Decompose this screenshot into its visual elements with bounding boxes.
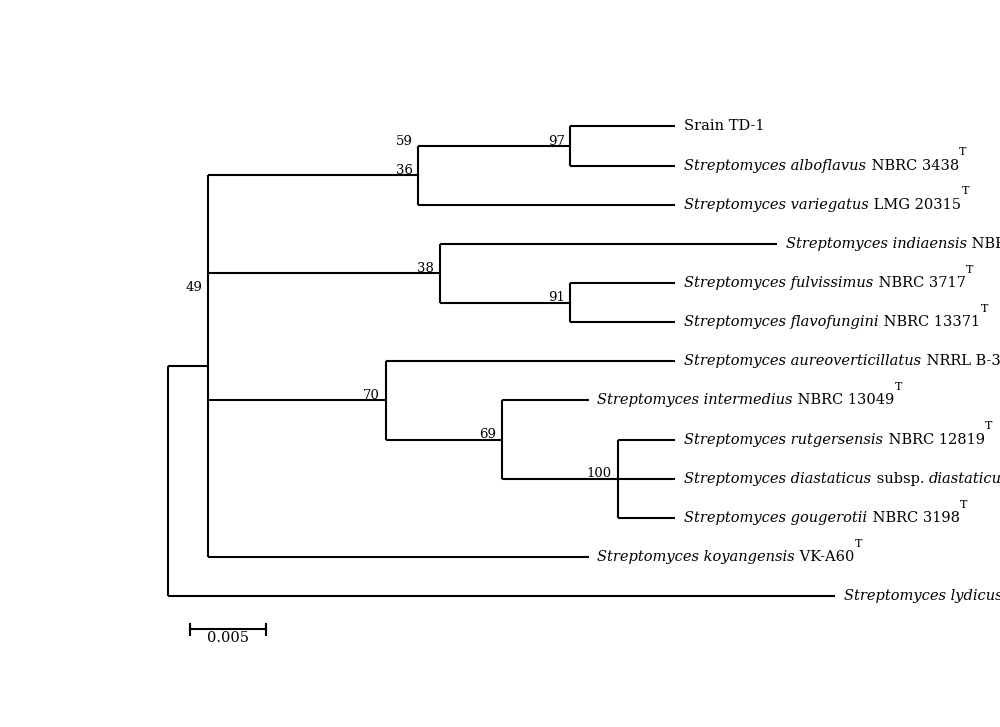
Text: 49: 49 bbox=[186, 281, 202, 294]
Text: Streptomyces intermedius: Streptomyces intermedius bbox=[597, 393, 793, 407]
Text: Streptomyces fulvissimus: Streptomyces fulvissimus bbox=[684, 276, 873, 290]
Text: T: T bbox=[895, 382, 902, 392]
Text: 59: 59 bbox=[396, 134, 413, 148]
Text: 38: 38 bbox=[417, 262, 434, 275]
Text: NBRC 13371: NBRC 13371 bbox=[879, 315, 980, 329]
Text: NBRC 3717: NBRC 3717 bbox=[874, 276, 966, 290]
Text: LMG 20315: LMG 20315 bbox=[869, 198, 961, 212]
Text: Streptomyces rutgersensis: Streptomyces rutgersensis bbox=[684, 433, 883, 446]
Text: Srain TD-1: Srain TD-1 bbox=[684, 119, 765, 133]
Text: T: T bbox=[959, 148, 967, 157]
Text: Streptomyces gougerotii: Streptomyces gougerotii bbox=[684, 511, 867, 525]
Text: Streptomyces lydicus: Streptomyces lydicus bbox=[844, 589, 1000, 603]
Text: NRRL B-3326: NRRL B-3326 bbox=[922, 354, 1000, 369]
Text: NBRC 12819: NBRC 12819 bbox=[884, 433, 985, 446]
Text: Streptomyces alboflavus: Streptomyces alboflavus bbox=[684, 158, 866, 172]
Text: Streptomyces aureoverticillatus: Streptomyces aureoverticillatus bbox=[684, 354, 921, 369]
Text: NBRC 3438: NBRC 3438 bbox=[867, 158, 959, 172]
Text: Streptomyces variegatus: Streptomyces variegatus bbox=[684, 198, 869, 212]
Text: 0.005: 0.005 bbox=[207, 631, 249, 645]
Text: T: T bbox=[981, 304, 988, 314]
Text: 97: 97 bbox=[548, 134, 565, 148]
Text: T: T bbox=[962, 186, 969, 196]
Text: Streptomyces koyangensis: Streptomyces koyangensis bbox=[597, 550, 795, 564]
Text: NBRC 13049: NBRC 13049 bbox=[793, 393, 894, 407]
Text: T: T bbox=[985, 422, 992, 431]
Text: subsp.: subsp. bbox=[872, 472, 929, 486]
Text: 100: 100 bbox=[587, 467, 612, 481]
Text: NBRC 3198: NBRC 3198 bbox=[868, 511, 960, 525]
Text: Streptomyces flavofungini: Streptomyces flavofungini bbox=[684, 315, 879, 329]
Text: T: T bbox=[966, 265, 973, 275]
Text: 36: 36 bbox=[396, 164, 413, 177]
Text: T: T bbox=[855, 539, 862, 549]
Text: 70: 70 bbox=[363, 389, 380, 402]
Text: T: T bbox=[960, 499, 967, 510]
Text: NBRC 13964: NBRC 13964 bbox=[967, 237, 1000, 251]
Text: Streptomyces diastaticus: Streptomyces diastaticus bbox=[684, 472, 871, 486]
Text: Streptomyces indiaensis: Streptomyces indiaensis bbox=[786, 237, 967, 251]
Text: 91: 91 bbox=[548, 291, 565, 304]
Text: 69: 69 bbox=[479, 428, 496, 441]
Text: VK-A60: VK-A60 bbox=[795, 550, 855, 564]
Text: diastaticus: diastaticus bbox=[929, 472, 1000, 486]
